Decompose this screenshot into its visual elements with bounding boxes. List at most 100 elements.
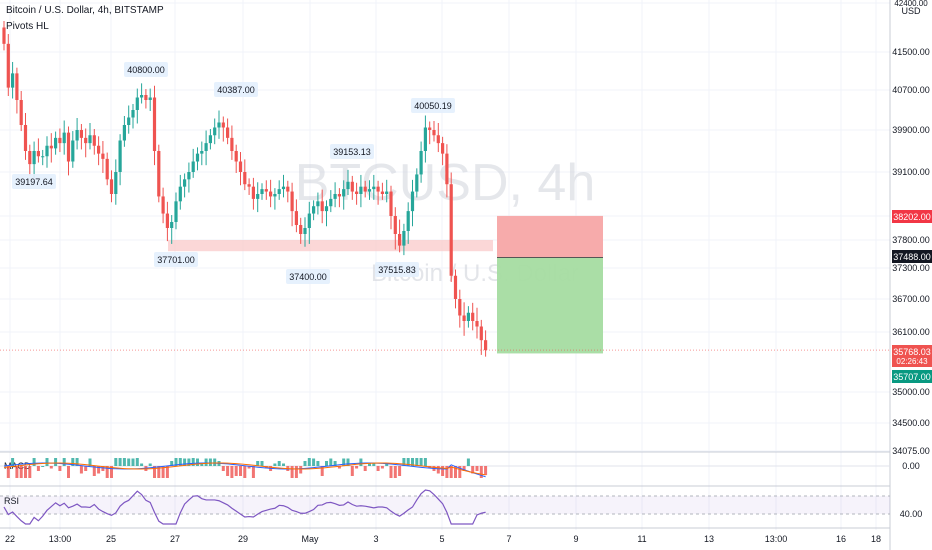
macd-histogram-bar xyxy=(376,466,380,471)
candle-body xyxy=(226,127,230,138)
macd-histogram-bar xyxy=(165,466,169,478)
candle-body xyxy=(372,186,376,190)
candle-body xyxy=(367,189,372,192)
pivot-label-low: 37515.83 xyxy=(378,265,416,275)
macd-histogram-bar xyxy=(415,458,419,466)
macd-histogram-bar xyxy=(200,463,204,466)
price-tick-label: 34075.00 xyxy=(892,446,930,456)
price-tick-label: 39900.00 xyxy=(892,125,930,135)
candle-body xyxy=(127,117,131,125)
candles xyxy=(2,20,488,357)
macd-histogram-bar xyxy=(423,458,427,466)
price-tag: 38202.00 xyxy=(893,212,931,222)
signal-line xyxy=(3,462,486,476)
candle-body xyxy=(277,189,281,194)
candle-body xyxy=(402,231,406,246)
pivot-label-low: 39197.64 xyxy=(15,177,53,187)
macd-histogram-bar xyxy=(183,458,187,466)
candle-body xyxy=(118,140,122,172)
macd-histogram-bar xyxy=(419,458,423,466)
macd-histogram-bar xyxy=(15,466,19,478)
rsi-label: RSI xyxy=(4,496,19,506)
macd-histogram-bar xyxy=(114,458,118,466)
macd-histogram-bar xyxy=(62,458,66,466)
candle-body xyxy=(462,315,466,321)
macd-histogram-bar xyxy=(350,466,354,476)
candle-body xyxy=(140,95,144,98)
macd-histogram-bar xyxy=(11,458,15,466)
price-tag: 35768.03 xyxy=(893,347,931,357)
price-tick-label: 35000.00 xyxy=(892,387,930,397)
macd-histogram-bar xyxy=(187,458,191,466)
candle-body xyxy=(449,184,453,276)
macd-histogram-bar xyxy=(251,466,255,478)
macd-histogram-bar xyxy=(436,466,440,474)
candle-body xyxy=(376,186,380,192)
macd-histogram-bar xyxy=(337,466,341,469)
price-tag: 35707.00 xyxy=(893,372,931,382)
candle-body xyxy=(75,130,79,141)
candle-body xyxy=(135,97,139,110)
candle-body xyxy=(92,135,96,146)
candle-body xyxy=(6,43,10,88)
macd-histogram-bar xyxy=(277,461,281,466)
price-tag-bg xyxy=(892,345,932,367)
candle-body xyxy=(105,158,109,180)
price-tag-bg xyxy=(892,250,932,263)
macd-histogram-bar xyxy=(174,458,178,466)
indicator-name[interactable]: Pivots HL xyxy=(6,21,49,32)
macd-histogram-bar xyxy=(316,461,320,466)
candle-body xyxy=(208,135,212,144)
macd-histogram-bar xyxy=(204,458,208,466)
macd-histogram-bar xyxy=(256,461,260,466)
macd-histogram-bar xyxy=(71,458,75,466)
pivot-label-bg xyxy=(124,62,168,77)
support-zone xyxy=(168,240,493,252)
macd-histogram-bar xyxy=(75,458,79,466)
candle-body xyxy=(97,145,101,154)
currency-label: USD xyxy=(901,6,921,16)
macd-pane: MACD xyxy=(0,458,890,478)
time-tick-label: 25 xyxy=(106,534,116,544)
macd-histogram-bar xyxy=(475,466,479,471)
time-tick-label: May xyxy=(301,534,319,544)
time-tick-label: 18 xyxy=(871,534,881,544)
candle-body xyxy=(2,27,6,44)
candle-body xyxy=(161,196,165,214)
candle-body xyxy=(174,201,178,222)
macd-line xyxy=(3,462,486,478)
candle-body xyxy=(299,225,303,234)
macd-histogram-bar xyxy=(178,458,182,466)
macd-histogram-bar xyxy=(118,458,122,466)
candle-body xyxy=(122,125,126,141)
candle-body xyxy=(131,110,135,118)
macd-histogram-bar xyxy=(441,466,445,476)
pivot-label-high: 40387.00 xyxy=(217,85,255,95)
candle-body xyxy=(406,211,410,231)
countdown-timer: 02:26:43 xyxy=(896,357,928,366)
candle-body xyxy=(264,189,268,192)
grid xyxy=(0,0,891,550)
macd-histogram-bar xyxy=(402,458,406,466)
macd-histogram-bar xyxy=(41,466,45,467)
candle-body xyxy=(200,151,204,154)
macd-histogram-bar xyxy=(479,466,483,478)
candle-body xyxy=(213,127,217,136)
candle-body xyxy=(380,191,384,194)
pivot-label-high: 40050.19 xyxy=(414,101,452,111)
candle-body xyxy=(148,97,152,100)
macd-histogram-bar xyxy=(260,461,264,466)
candle-body xyxy=(333,194,337,199)
macd-histogram-bar xyxy=(449,466,453,478)
price-tick-label: 37800.00 xyxy=(892,235,930,245)
macd-histogram-bar xyxy=(290,466,294,478)
candle-body xyxy=(36,151,40,157)
time-axis[interactable]: 22 13:00 25 27 29 May 3 5 7 9 11 13 13:00 16 18 xyxy=(5,534,881,544)
candle-body xyxy=(294,211,298,225)
macd-histogram-bar xyxy=(28,466,32,478)
time-tick-label: 7 xyxy=(506,534,511,544)
candle-body xyxy=(32,151,36,165)
candle-body xyxy=(290,191,294,212)
